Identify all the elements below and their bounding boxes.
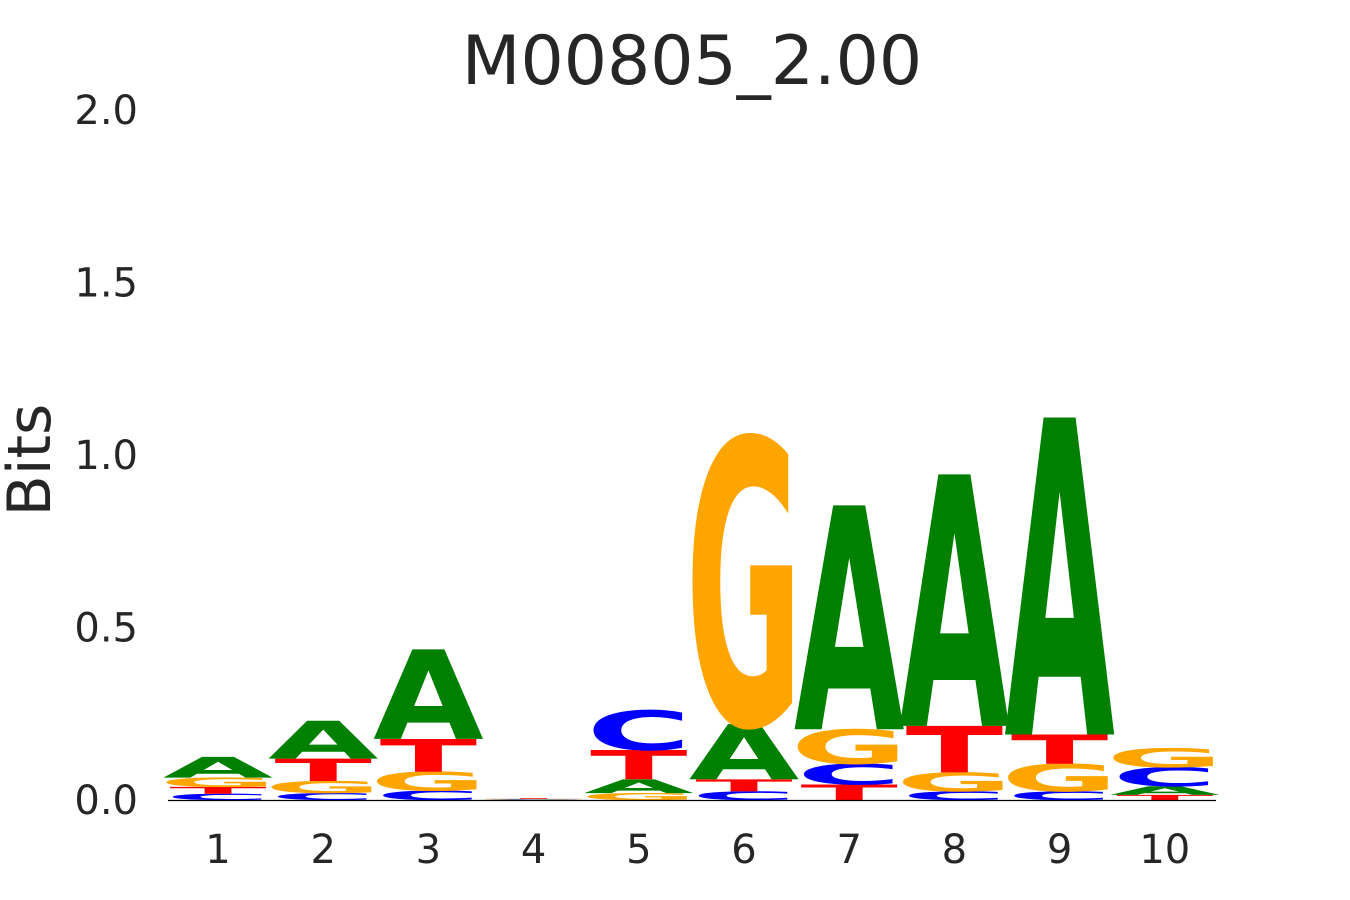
logo-letter-C: C bbox=[1007, 789, 1112, 803]
logo-letter-G: G bbox=[159, 775, 276, 790]
logo-letter-A: A bbox=[478, 799, 589, 800]
logo-letter-G: G bbox=[791, 720, 908, 775]
logo-letter-G: G bbox=[896, 768, 1013, 798]
logo-letter-A: A bbox=[794, 446, 905, 802]
logo-letter-A: A bbox=[899, 407, 1011, 808]
x-tick-label: 7 bbox=[836, 827, 861, 873]
y-tick-label: 1.5 bbox=[74, 261, 138, 307]
logo-letter-G: G bbox=[370, 767, 487, 797]
logo-letter-A: A bbox=[268, 711, 379, 771]
logo-letter-T: T bbox=[1011, 727, 1108, 774]
logo-letter-A: A bbox=[163, 751, 274, 784]
logo-letter-C: C bbox=[166, 792, 271, 802]
logo-letter-G: G bbox=[685, 360, 802, 817]
logo-letter-G: G bbox=[1001, 756, 1118, 800]
y-tick-label: 2.0 bbox=[74, 88, 138, 134]
y-axis-ticks: 0.0 0.5 1.0 1.5 2.0 bbox=[74, 88, 138, 824]
logo-letter-T: T bbox=[906, 714, 1003, 788]
logo-letter-T: T bbox=[485, 798, 583, 799]
logo-letter-G: G bbox=[1106, 743, 1223, 773]
x-tick-label: 4 bbox=[521, 827, 546, 873]
logo-letter-C: C bbox=[586, 700, 691, 763]
logo-letter-C: C bbox=[902, 789, 1007, 803]
x-tick-label: 9 bbox=[1047, 827, 1072, 873]
x-tick-label: 10 bbox=[1139, 827, 1190, 873]
logo-letter-G: G bbox=[580, 791, 697, 802]
x-tick-label: 2 bbox=[310, 827, 335, 873]
x-tick-label: 8 bbox=[942, 827, 967, 873]
logo-letter-C: C bbox=[376, 788, 481, 803]
y-tick-label: 1.0 bbox=[74, 433, 138, 479]
y-axis-label: Bits bbox=[0, 404, 65, 517]
logo-letter-C: C bbox=[797, 758, 902, 791]
x-axis-ticks: 1 2 3 4 5 6 7 8 9 10 bbox=[205, 827, 1190, 873]
logo-letter-A: A bbox=[1110, 784, 1221, 798]
y-tick-label: 0.5 bbox=[74, 606, 138, 652]
logo-letter-T: T bbox=[169, 785, 266, 796]
logo-letter-A: A bbox=[584, 776, 695, 798]
logo-letter-C: C bbox=[692, 789, 797, 803]
y-tick-label: 0.0 bbox=[74, 778, 138, 824]
x-tick-label: 3 bbox=[416, 827, 441, 873]
logo-letter-T: T bbox=[1116, 793, 1213, 801]
chart-title: M00805_2.00 bbox=[462, 22, 922, 101]
logo-letter-G: G bbox=[265, 778, 382, 797]
logo-letter-T: T bbox=[695, 776, 792, 795]
logo-letter-C: C bbox=[481, 800, 586, 801]
logo-letter-A: A bbox=[689, 709, 800, 797]
x-tick-label: 6 bbox=[731, 827, 756, 873]
logo-letter-T: T bbox=[274, 753, 371, 789]
logo-letter-T: T bbox=[380, 730, 477, 782]
logo-letter-A: A bbox=[1004, 333, 1116, 838]
logo-letter-G: G bbox=[475, 799, 592, 800]
logo-letter-T: T bbox=[590, 742, 687, 789]
logo-letter-A: A bbox=[373, 626, 484, 769]
logo-letter-C: C bbox=[271, 791, 376, 802]
x-tick-label: 1 bbox=[205, 827, 230, 873]
x-tick-label: 5 bbox=[626, 827, 651, 873]
logo-letter-C: C bbox=[1112, 762, 1217, 792]
